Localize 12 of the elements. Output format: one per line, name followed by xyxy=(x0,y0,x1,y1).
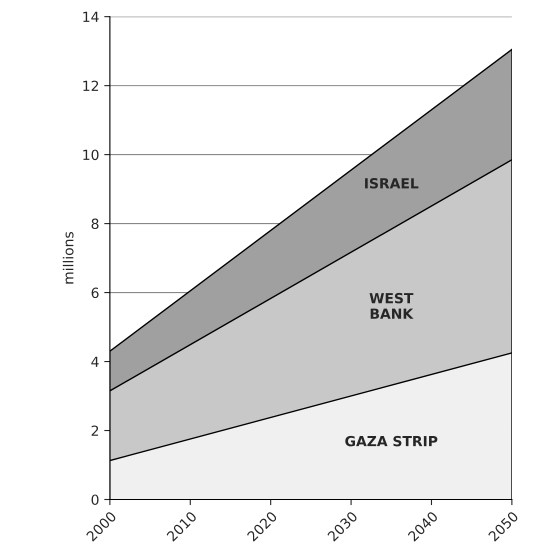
y-tick-label: 2 xyxy=(92,425,98,436)
y-tick-label: 6 xyxy=(92,288,99,298)
y-axis-title: millions xyxy=(62,232,74,284)
y-tick-label: 12 xyxy=(83,80,98,91)
series-label: WEST BANK xyxy=(370,292,414,319)
y-tick-label: 10 xyxy=(83,150,99,160)
y-tick-label: 8 xyxy=(92,218,99,230)
y-tick-label: 0 xyxy=(92,494,99,505)
y-tick-label: 4 xyxy=(91,356,99,367)
series-label: ISRAEL xyxy=(365,178,418,189)
y-tick-label: 14 xyxy=(83,12,99,22)
series-label: GAZA STRIP xyxy=(345,436,438,446)
